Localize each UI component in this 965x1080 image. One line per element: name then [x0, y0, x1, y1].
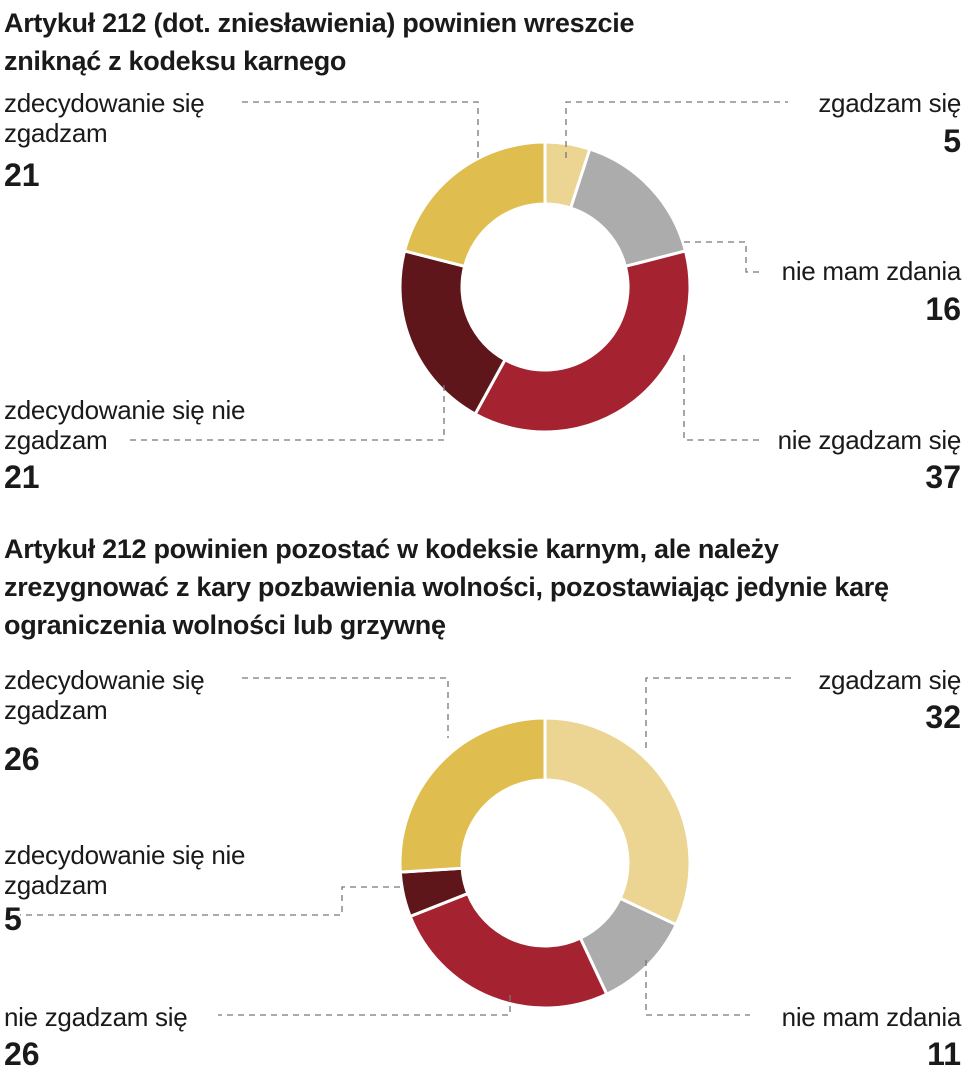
chart-2-leader-no-opinion: [645, 960, 750, 1016]
chart-1-value-agree: 5: [943, 123, 961, 159]
chart-2-label-strongly-agree: zdecydowanie się zgadzam: [4, 665, 205, 725]
chart-2-label-no-opinion: nie mam zdania: [781, 1002, 962, 1032]
chart-2-label-agree: zgadzam się: [818, 665, 961, 695]
chart-2-leader-disagree: [218, 995, 511, 1016]
chart-1-label-no-opinion: nie mam zdania: [781, 256, 962, 286]
chart-2-value-disagree: 26: [4, 1036, 40, 1072]
chart-1-label-strongly-disagree: zdecydowanie się nie zgadzam: [4, 395, 246, 455]
chart-1-label-agree: zgadzam się: [818, 88, 961, 118]
chart-2-donut: [20, 677, 792, 1016]
chart-2-leader-agree: [645, 677, 792, 748]
chart-1-leader-disagree: [683, 355, 760, 441]
chart-2-leader-strongly-agree: [242, 677, 449, 738]
chart-2-label-disagree: nie zgadzam się: [4, 1002, 188, 1032]
chart-1-slice-no-opinion: [568, 147, 688, 269]
chart-2-title: Artykuł 212 powinien pozostać w kodeksie…: [4, 534, 889, 640]
chart-1-leader-strongly-disagree: [128, 385, 445, 441]
chart-2-label-strongly-disagree: zdecydowanie się nie zgadzam: [4, 840, 246, 900]
chart-1-value-no-opinion: 16: [925, 291, 961, 327]
chart-2-value-strongly-disagree: 5: [4, 901, 22, 937]
chart-2-value-no-opinion: 11: [927, 1036, 961, 1072]
chart-2-leader-strongly-disagree: [20, 886, 400, 916]
chart-2-value-agree: 32: [925, 699, 961, 735]
chart-1-value-disagree: 37: [925, 459, 961, 495]
chart-1-label-disagree: nie zgadzam się: [777, 425, 962, 455]
chart-1-value-strongly-disagree: 21: [4, 459, 40, 495]
chart-2-slice-strongly-agree: [398, 716, 547, 874]
chart-1-leader-strongly-agree: [242, 101, 479, 158]
chart-1-slice-disagree: [473, 249, 692, 434]
chart-1-donut: [128, 101, 788, 441]
chart-2-value-strongly-agree: 26: [4, 741, 40, 777]
chart-1-value-strongly-agree: 21: [4, 157, 40, 193]
chart-1-slice-strongly-disagree: [398, 249, 508, 417]
chart-1-title: Artykuł 212 (dot. zniesławienia) powinie…: [4, 8, 635, 76]
chart-1-slice-strongly-agree: [402, 140, 547, 269]
chart-2-slice-agree: [543, 716, 692, 927]
chart-2-slice-disagree: [408, 891, 609, 1010]
chart-1-leader-no-opinion: [684, 241, 760, 273]
chart-1-leader-agree: [565, 101, 788, 158]
chart-1-label-strongly-agree: zdecydowanie się zgadzam: [4, 88, 205, 148]
